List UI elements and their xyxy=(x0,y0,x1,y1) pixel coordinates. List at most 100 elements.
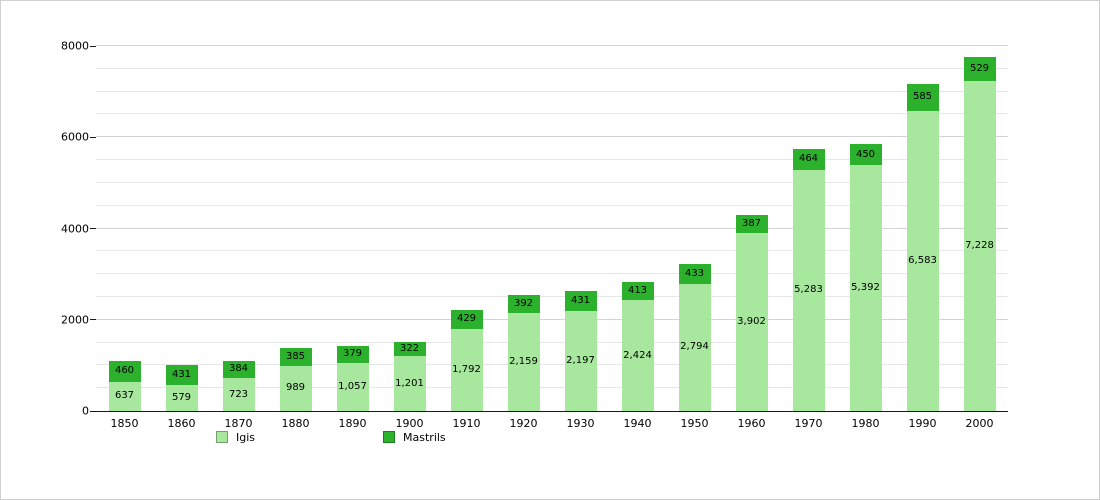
gridline xyxy=(96,364,1008,366)
bar-segment-mastrils-1900 xyxy=(394,341,426,357)
gridline xyxy=(96,295,1008,297)
y-axis-tick-mark xyxy=(90,228,96,229)
bar-value-label-igis-1870: 723 xyxy=(228,388,249,400)
legend-label-mastrils: Mastrils xyxy=(403,430,446,444)
bar-value-label-mastrils-1910: 429 xyxy=(456,313,477,325)
y-axis-tick-label: 0 xyxy=(82,404,89,418)
bar-segment-mastrils-1880 xyxy=(280,348,312,366)
bar-value-label-igis-1990: 6,583 xyxy=(908,254,937,266)
bar-value-label-mastrils-1980: 450 xyxy=(855,148,876,160)
x-axis-tick-label: 1990 xyxy=(908,417,937,430)
x-axis-tick-label: 1870 xyxy=(224,417,253,430)
gridline xyxy=(96,387,1008,389)
x-axis-tick-label: 1930 xyxy=(566,417,595,430)
bar-value-label-igis-1900: 1,201 xyxy=(395,377,424,389)
gridline xyxy=(96,181,1008,183)
bar-value-label-mastrils-1870: 384 xyxy=(228,363,249,375)
bar-value-label-igis-1960: 3,902 xyxy=(737,316,766,327)
x-axis-tick-label: 1950 xyxy=(680,417,709,430)
bar-value-label-mastrils-1950: 433 xyxy=(684,267,705,279)
gridline xyxy=(96,90,1008,92)
legend-swatch-igis xyxy=(216,431,228,443)
bar-value-label-igis-1920: 2,159 xyxy=(509,355,538,367)
bar-value-label-mastrils-1860: 431 xyxy=(171,368,192,380)
x-axis-tick-label: 1980 xyxy=(851,417,880,430)
y-axis-tick-label: 4000 xyxy=(61,222,89,235)
x-axis-tick-label: 1900 xyxy=(395,417,424,430)
bar-value-label-mastrils-1900: 322 xyxy=(399,342,420,354)
bar-value-label-mastrils-2000: 529 xyxy=(969,63,990,75)
bar-value-label-mastrils-1960: 387 xyxy=(741,218,762,230)
plot-area: 637 460 579 431 723 384 989 385 1,057 379 1,201 322… xyxy=(96,45,1008,412)
bar-value-label-igis-1970: 5,283 xyxy=(794,284,823,296)
bar-segment-mastrils-1890 xyxy=(337,345,369,363)
bar-value-label-igis-1880: 989 xyxy=(285,382,306,394)
gridline xyxy=(96,227,1008,229)
bar-segment-mastrils-1850 xyxy=(109,360,141,382)
bar-segment-igis-1970 xyxy=(793,169,825,411)
bar-value-label-igis-1850: 637 xyxy=(114,390,135,402)
y-axis-tick-label: 2000 xyxy=(61,313,89,327)
bar-segment-igis-1900 xyxy=(394,356,426,411)
bar-segment-mastrils-1920 xyxy=(508,294,540,313)
bar-value-label-igis-2000: 7,228 xyxy=(965,240,994,252)
legend-item-mastrils: Mastrils xyxy=(383,431,446,443)
x-axis-tick-label: 1880 xyxy=(281,417,310,430)
bar-segment-igis-1950 xyxy=(679,283,711,411)
bar-value-label-igis-1930: 2,197 xyxy=(566,354,595,366)
bar-value-label-igis-1860: 579 xyxy=(171,391,192,403)
bar-segment-mastrils-2000 xyxy=(964,57,996,82)
gridline xyxy=(96,318,1008,320)
bar-value-label-mastrils-1940: 413 xyxy=(627,284,648,296)
bar-segment-mastrils-1960 xyxy=(736,215,768,233)
gridline xyxy=(96,204,1008,206)
bar-value-label-mastrils-1880: 385 xyxy=(285,351,306,363)
bar-segment-igis-1910 xyxy=(451,329,483,411)
x-axis-tick-label: 1960 xyxy=(737,417,766,430)
y-axis-tick-mark xyxy=(90,319,96,321)
legend-swatch-mastrils xyxy=(383,431,396,443)
bar-value-label-igis-1910: 1,792 xyxy=(452,364,481,376)
bar-segment-mastrils-1930 xyxy=(565,291,597,311)
bar-value-label-mastrils-1990: 585 xyxy=(912,91,933,103)
bar-segment-igis-1890 xyxy=(337,362,369,411)
legend: Igis Mastrils xyxy=(216,431,446,443)
bar-value-label-mastrils-1930: 431 xyxy=(570,294,591,306)
bar-segment-igis-1940 xyxy=(622,300,654,411)
gridline xyxy=(96,113,1008,115)
bar-value-label-igis-1890: 1,057 xyxy=(338,380,367,392)
bar-segment-igis-2000 xyxy=(964,81,996,411)
gridline xyxy=(96,45,1008,46)
y-axis-tick-mark xyxy=(90,410,96,412)
x-axis-tick-label: 1970 xyxy=(794,417,823,430)
y-axis-tick-label: 6000 xyxy=(61,130,89,144)
gridline xyxy=(96,250,1008,252)
bar-segment-igis-1990 xyxy=(907,110,939,411)
bar-value-label-igis-1980: 5,392 xyxy=(851,282,880,293)
bar-segment-igis-1960 xyxy=(736,232,768,411)
bar-segment-mastrils-1870 xyxy=(223,360,255,379)
gridline xyxy=(96,159,1008,161)
x-axis-tick-label: 1920 xyxy=(509,417,538,430)
bar-segment-mastrils-1950 xyxy=(679,263,711,284)
x-axis-tick-label: 1890 xyxy=(338,417,367,430)
x-axis-tick-label: 1940 xyxy=(623,417,652,430)
y-axis-tick-mark xyxy=(90,45,96,47)
bar-segment-igis-1850 xyxy=(109,381,141,411)
x-axis-tick-label: 1910 xyxy=(452,417,481,430)
bar-segment-igis-1870 xyxy=(223,378,255,411)
gridline xyxy=(96,67,1008,69)
gridline xyxy=(96,136,1008,138)
bar-value-label-mastrils-1890: 379 xyxy=(342,348,363,360)
bar-value-label-mastrils-1850: 460 xyxy=(114,365,135,377)
bar-value-label-igis-1950: 2,794 xyxy=(680,341,709,353)
bar-segment-mastrils-1980 xyxy=(850,144,882,165)
bar-segment-igis-1930 xyxy=(565,310,597,411)
bar-value-label-igis-1940: 2,424 xyxy=(623,349,652,361)
y-axis-tick-label: 8000 xyxy=(61,39,89,53)
gridline xyxy=(96,273,1008,275)
gridline xyxy=(96,341,1008,343)
x-axis-tick-label: 2000 xyxy=(965,417,994,430)
bar-segment-igis-1860 xyxy=(166,384,198,411)
